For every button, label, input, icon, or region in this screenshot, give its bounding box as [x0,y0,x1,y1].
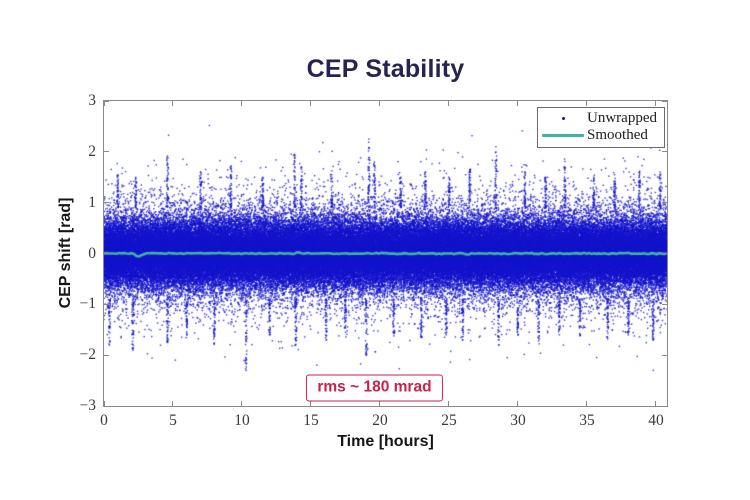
tick-mark [172,401,174,406]
tick-label: 40 [648,412,664,429]
tick-mark [104,405,109,407]
tick-mark [104,354,109,356]
tick-mark [104,151,109,153]
plot-canvas [104,101,667,406]
tick-label: 0 [88,244,96,262]
tick-mark [104,202,109,204]
tick-mark [662,303,667,305]
tick-label: 2 [88,142,96,160]
tick-label: 20 [372,412,388,429]
rms-annotation: rms ~ 180 mrad [306,374,443,402]
tick-mark [662,100,667,102]
tick-mark [103,101,105,106]
tick-mark [662,202,667,204]
tick-label: 5 [169,412,177,429]
tick-label: −1 [79,295,97,313]
tick-label: 10 [234,412,250,429]
legend-label-unwrapped: Unwrapped [587,110,657,126]
tick-mark [104,303,109,305]
legend-item-smoothed: Smoothed [542,127,657,144]
tick-mark [103,401,105,406]
tick-label: −2 [79,346,97,364]
tick-mark [379,401,381,406]
tick-mark [517,401,519,406]
tick-mark [655,101,657,106]
tick-mark [448,401,450,406]
tick-mark [586,101,588,106]
tick-label: −3 [79,397,97,414]
tick-mark [586,401,588,406]
tick-mark [104,100,109,102]
legend: Unwrapped Smoothed [537,107,665,148]
tick-mark [517,101,519,106]
tick-label: 0 [100,412,108,429]
tick-mark [310,401,312,406]
smoothed-line-icon [542,134,585,137]
tick-label: 15 [303,412,319,429]
tick-mark [241,401,243,406]
tick-mark [448,101,450,106]
tick-mark [662,354,667,356]
tick-mark [172,101,174,106]
tick-mark [104,253,109,254]
tick-mark [379,101,381,106]
tick-mark [241,101,243,106]
tick-mark [662,405,667,407]
plot-area: Unwrapped Smoothed [103,100,668,407]
x-axis-label: Time [hours] [337,433,434,450]
unwrapped-marker-icon [561,117,565,120]
tick-label: 35 [579,412,595,429]
legend-label-smoothed: Smoothed [587,127,648,143]
tick-label: 1 [88,193,96,211]
tick-mark [662,151,667,153]
chart-title: CEP Stability [306,55,465,83]
tick-label: 3 [88,92,96,109]
tick-mark [662,253,667,254]
tick-mark [655,401,657,406]
tick-mark [310,101,312,106]
tick-label: 25 [441,412,457,429]
tick-label: 30 [510,412,526,429]
legend-item-unwrapped: Unwrapped [542,110,657,127]
